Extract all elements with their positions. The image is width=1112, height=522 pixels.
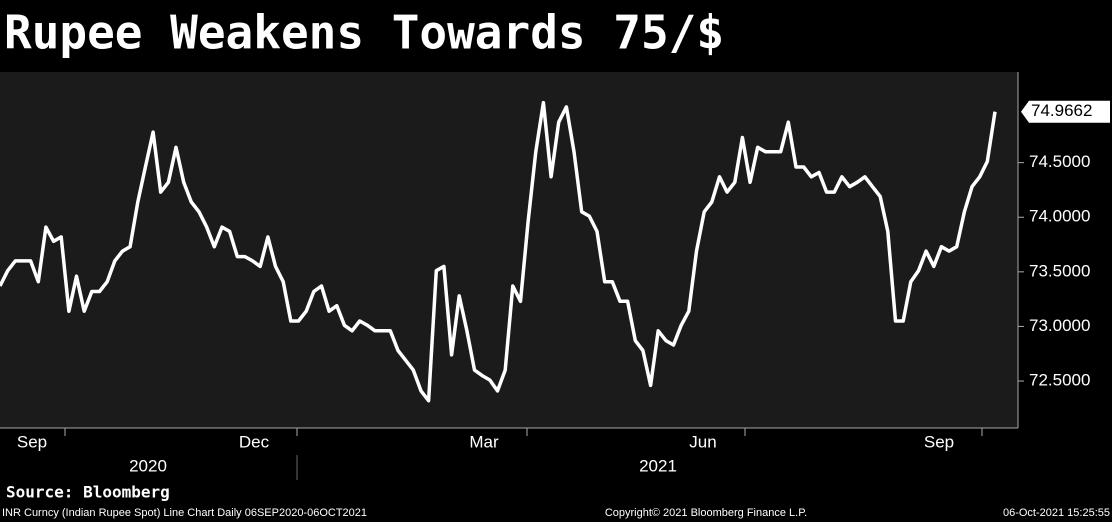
x-tick-label: Sep [924, 432, 954, 451]
y-tick-label: 73.0000 [1029, 316, 1090, 335]
chart-title: Rupee Weakens Towards 75/$ [4, 6, 724, 60]
x-tick-label: Dec [239, 432, 270, 451]
y-tick-label: 73.5000 [1029, 261, 1090, 280]
y-tick-label: 72.5000 [1029, 371, 1090, 390]
plot-area [0, 72, 1018, 428]
last-value-box [1021, 100, 1110, 123]
price-line [0, 100, 997, 403]
x-tick-label: Sep [17, 432, 47, 451]
year-label: 2020 [129, 456, 167, 475]
y-tick-label: 74.0000 [1029, 207, 1090, 226]
footer-center: Copyright© 2021 Bloomberg Finance L.P. [605, 507, 807, 519]
last-value-label: 74.9662 [1031, 101, 1092, 120]
x-tick-label: Jun [689, 432, 716, 451]
year-label: 2021 [639, 456, 677, 475]
source: Source: Bloomberg [6, 483, 170, 502]
x-tick-label: Mar [469, 432, 499, 451]
footer-left: INR Curncy (Indian Rupee Spot) Line Char… [2, 507, 367, 519]
footer-right: 06-Oct-2021 15:25:55 [1003, 507, 1110, 519]
y-tick-label: 74.5000 [1029, 152, 1090, 171]
